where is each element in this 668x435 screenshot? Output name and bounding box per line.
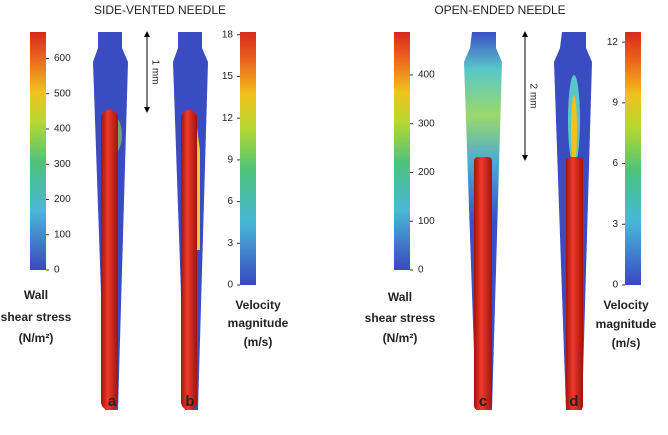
tick-label: 12 [222, 113, 234, 124]
tick-label: 9 [612, 97, 618, 108]
tick-label: 400 [54, 124, 71, 135]
tick-label: 0 [418, 265, 424, 276]
colorbar-label: (m/s) [612, 336, 641, 350]
tick-label: 100 [418, 216, 435, 227]
tick-label: 6 [612, 158, 618, 169]
tick-label: 300 [418, 118, 435, 129]
colorbar-label: Velocity [603, 298, 649, 312]
colorbar-label: (N/m²) [383, 331, 418, 345]
colorbar-label: magnitude [228, 316, 289, 330]
tick-label: 200 [54, 194, 71, 205]
needle-a [93, 32, 128, 410]
tick-label: 300 [54, 159, 71, 170]
colorbar-label: shear stress [365, 311, 436, 325]
tick-label: 0 [227, 280, 233, 291]
scale-label: 1 mm [149, 60, 160, 85]
scale-label: 2 mm [527, 84, 538, 109]
tick-label: 600 [54, 53, 71, 64]
tick-label: 9 [227, 155, 233, 166]
tick-label: 200 [418, 167, 435, 178]
colorbar [30, 32, 46, 270]
panel-label: c [479, 393, 487, 410]
title: SIDE-VENTED NEEDLE [94, 3, 226, 17]
tick-label: 18 [222, 29, 234, 40]
title: OPEN-ENDED NEEDLE [434, 3, 565, 17]
needle-c [464, 32, 502, 410]
tick-label: 0 [612, 280, 618, 291]
tick-label: 100 [54, 229, 71, 240]
panel-label: d [569, 393, 578, 410]
panel-label: b [185, 393, 194, 410]
colorbar-label: Wall [388, 290, 412, 304]
scale-bar [144, 31, 528, 161]
tick-label: 3 [612, 219, 618, 230]
colorbar [240, 32, 256, 285]
colorbar [394, 32, 410, 270]
needle-d [554, 32, 592, 410]
tick-label: 500 [54, 88, 71, 99]
colorbar-label: Wall [24, 288, 48, 302]
tick-label: 3 [227, 238, 233, 249]
tick-label: 400 [418, 70, 435, 81]
colorbar-label: (N/m²) [19, 331, 54, 345]
colorbar-label: (m/s) [244, 335, 273, 349]
colorbar [625, 32, 641, 285]
tick-label: 15 [222, 71, 234, 82]
colorbar-label: shear stress [1, 310, 72, 324]
colorbar-label: magnitude [596, 317, 657, 331]
tick-label: 6 [227, 196, 233, 207]
needle-b [173, 32, 208, 410]
tick-label: 12 [607, 37, 619, 48]
panel-label: a [108, 393, 117, 410]
tick-label: 0 [54, 265, 60, 276]
colorbar-label: Velocity [235, 298, 281, 312]
